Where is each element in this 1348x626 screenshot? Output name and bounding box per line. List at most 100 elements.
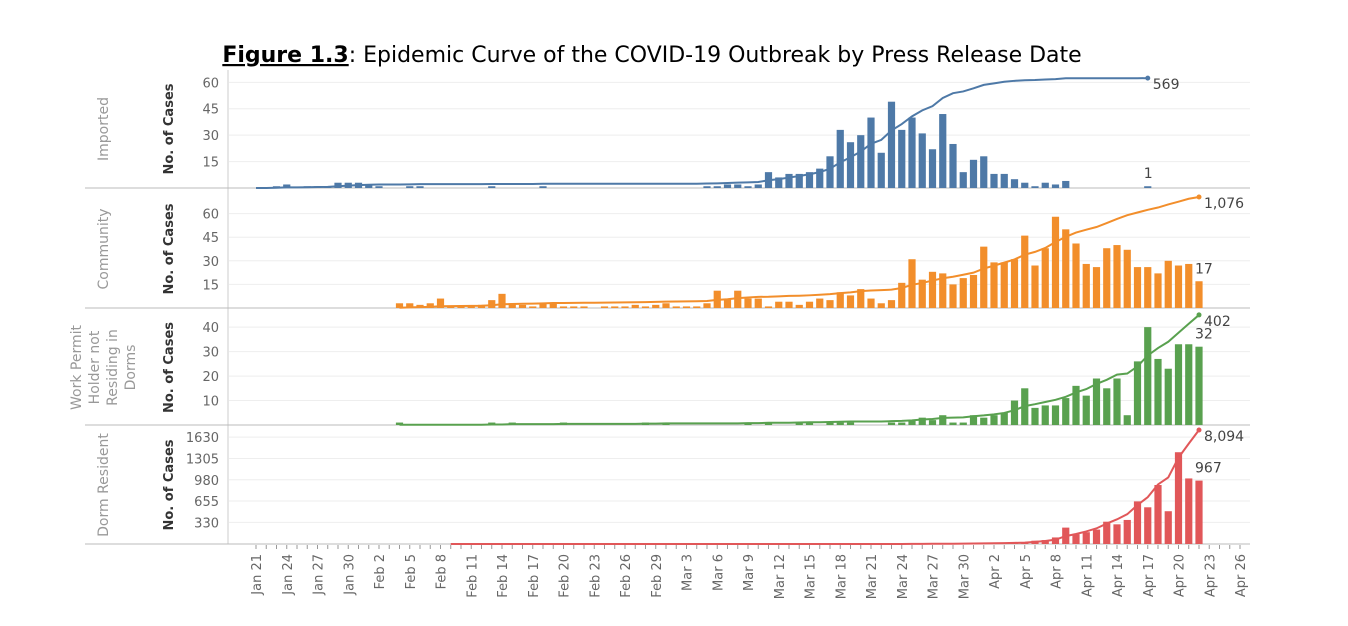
x-tick-label: Jan 27 — [312, 554, 327, 596]
bar — [734, 290, 742, 308]
bar — [1144, 186, 1152, 188]
bar — [549, 303, 557, 308]
y-tick-label: 980 — [194, 474, 219, 489]
bar — [959, 172, 967, 188]
bar — [723, 184, 732, 188]
bar — [1092, 529, 1101, 544]
bar — [898, 422, 906, 425]
bar — [1000, 262, 1008, 308]
x-tick-label: Apr 14 — [1111, 554, 1126, 597]
bar — [980, 417, 988, 425]
bar — [682, 306, 691, 308]
bar — [836, 292, 844, 308]
bar — [1031, 265, 1039, 308]
bar — [918, 133, 926, 188]
y-tick-label: 30 — [202, 129, 219, 144]
bar — [918, 417, 926, 425]
y-axis-title: No. of Cases — [162, 83, 177, 174]
bar — [1082, 263, 1090, 308]
bar — [744, 186, 752, 188]
x-tick-label: Feb 2 — [373, 554, 388, 589]
y-tick-label: 1305 — [186, 452, 219, 467]
bar — [990, 415, 998, 425]
x-tick-label: Apr 26 — [1234, 554, 1249, 597]
bar — [662, 303, 670, 308]
bar — [1164, 368, 1172, 425]
y-axis-title: No. of Cases — [162, 322, 177, 413]
x-tick-label: Apr 17 — [1142, 554, 1157, 597]
bar — [641, 306, 650, 308]
bar — [1174, 344, 1183, 425]
bar — [1113, 524, 1121, 544]
x-tick-label: Apr 20 — [1173, 554, 1188, 597]
bar — [939, 114, 947, 188]
x-tick-label: Apr 8 — [1050, 554, 1065, 589]
bar — [969, 159, 978, 188]
bar — [488, 186, 496, 188]
bar — [795, 173, 803, 188]
bar — [734, 184, 742, 188]
cumulative-label: 402 — [1204, 314, 1231, 330]
bar — [959, 422, 967, 425]
bar — [406, 303, 414, 308]
bar-label: 967 — [1195, 461, 1222, 477]
bar-label: 17 — [1195, 261, 1213, 277]
bar — [857, 135, 865, 188]
bar — [1021, 235, 1029, 308]
bar — [764, 306, 773, 308]
x-tick-label: Feb 11 — [465, 554, 480, 598]
bar — [1062, 180, 1070, 188]
bar — [1092, 267, 1101, 308]
x-tick-label: Mar 24 — [896, 554, 911, 599]
x-tick-label: Feb 17 — [527, 554, 542, 598]
x-tick-label: Feb 23 — [588, 554, 603, 598]
bar — [1154, 273, 1162, 308]
chart-title: Figure 1.3: Epidemic Curve of the COVID-… — [222, 43, 1081, 68]
y-tick-label: 15 — [202, 156, 219, 171]
y-tick-label: 30 — [202, 346, 219, 361]
x-tick-label: Mar 3 — [681, 554, 696, 591]
bar — [1072, 243, 1080, 308]
x-tick-label: Apr 5 — [1019, 554, 1034, 589]
panel-label: Residing in — [105, 329, 121, 406]
cumulative-label: 8,094 — [1204, 429, 1244, 445]
bar — [980, 246, 988, 308]
bar — [939, 415, 947, 425]
bar — [816, 168, 824, 188]
bar — [949, 284, 957, 308]
bar — [508, 303, 516, 308]
bar — [1144, 327, 1152, 425]
bar — [1103, 388, 1111, 425]
x-tick-label: Jan 21 — [250, 554, 265, 596]
bar — [1174, 452, 1183, 544]
x-tick-label: Feb 29 — [650, 554, 665, 598]
x-tick-label: Feb 14 — [496, 554, 511, 598]
bar — [518, 304, 527, 308]
bar — [1123, 519, 1131, 544]
bar — [918, 279, 926, 308]
bar — [795, 422, 803, 425]
bar — [949, 422, 957, 425]
bar — [1062, 398, 1070, 425]
bar — [693, 306, 701, 308]
bar — [826, 422, 834, 425]
bar — [457, 306, 465, 308]
bar — [1164, 511, 1172, 544]
bar — [1051, 405, 1060, 425]
bar — [826, 156, 834, 188]
panel-label: Imported — [96, 97, 112, 161]
bar — [713, 186, 721, 188]
bar — [805, 422, 814, 425]
bar — [805, 301, 814, 308]
bar — [559, 306, 568, 308]
bar — [959, 278, 967, 308]
x-tick-label: Mar 27 — [927, 554, 942, 599]
y-axis-title: No. of Cases — [162, 203, 177, 294]
bar — [498, 293, 506, 308]
y-tick-label: 20 — [202, 370, 219, 385]
bar — [703, 303, 711, 308]
bar — [1031, 407, 1039, 425]
bar — [887, 101, 896, 188]
bar — [898, 129, 906, 188]
bar — [1041, 248, 1049, 308]
